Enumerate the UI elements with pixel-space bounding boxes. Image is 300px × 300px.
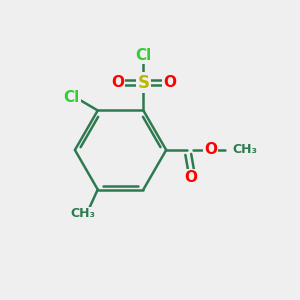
Text: O: O	[163, 75, 176, 90]
Text: Cl: Cl	[135, 48, 152, 63]
Text: Cl: Cl	[64, 90, 80, 105]
Text: O: O	[204, 142, 217, 158]
Text: O: O	[111, 75, 124, 90]
Text: CH₃: CH₃	[232, 143, 257, 157]
Text: S: S	[137, 74, 149, 92]
Text: CH₃: CH₃	[70, 207, 95, 220]
Text: O: O	[185, 170, 198, 185]
